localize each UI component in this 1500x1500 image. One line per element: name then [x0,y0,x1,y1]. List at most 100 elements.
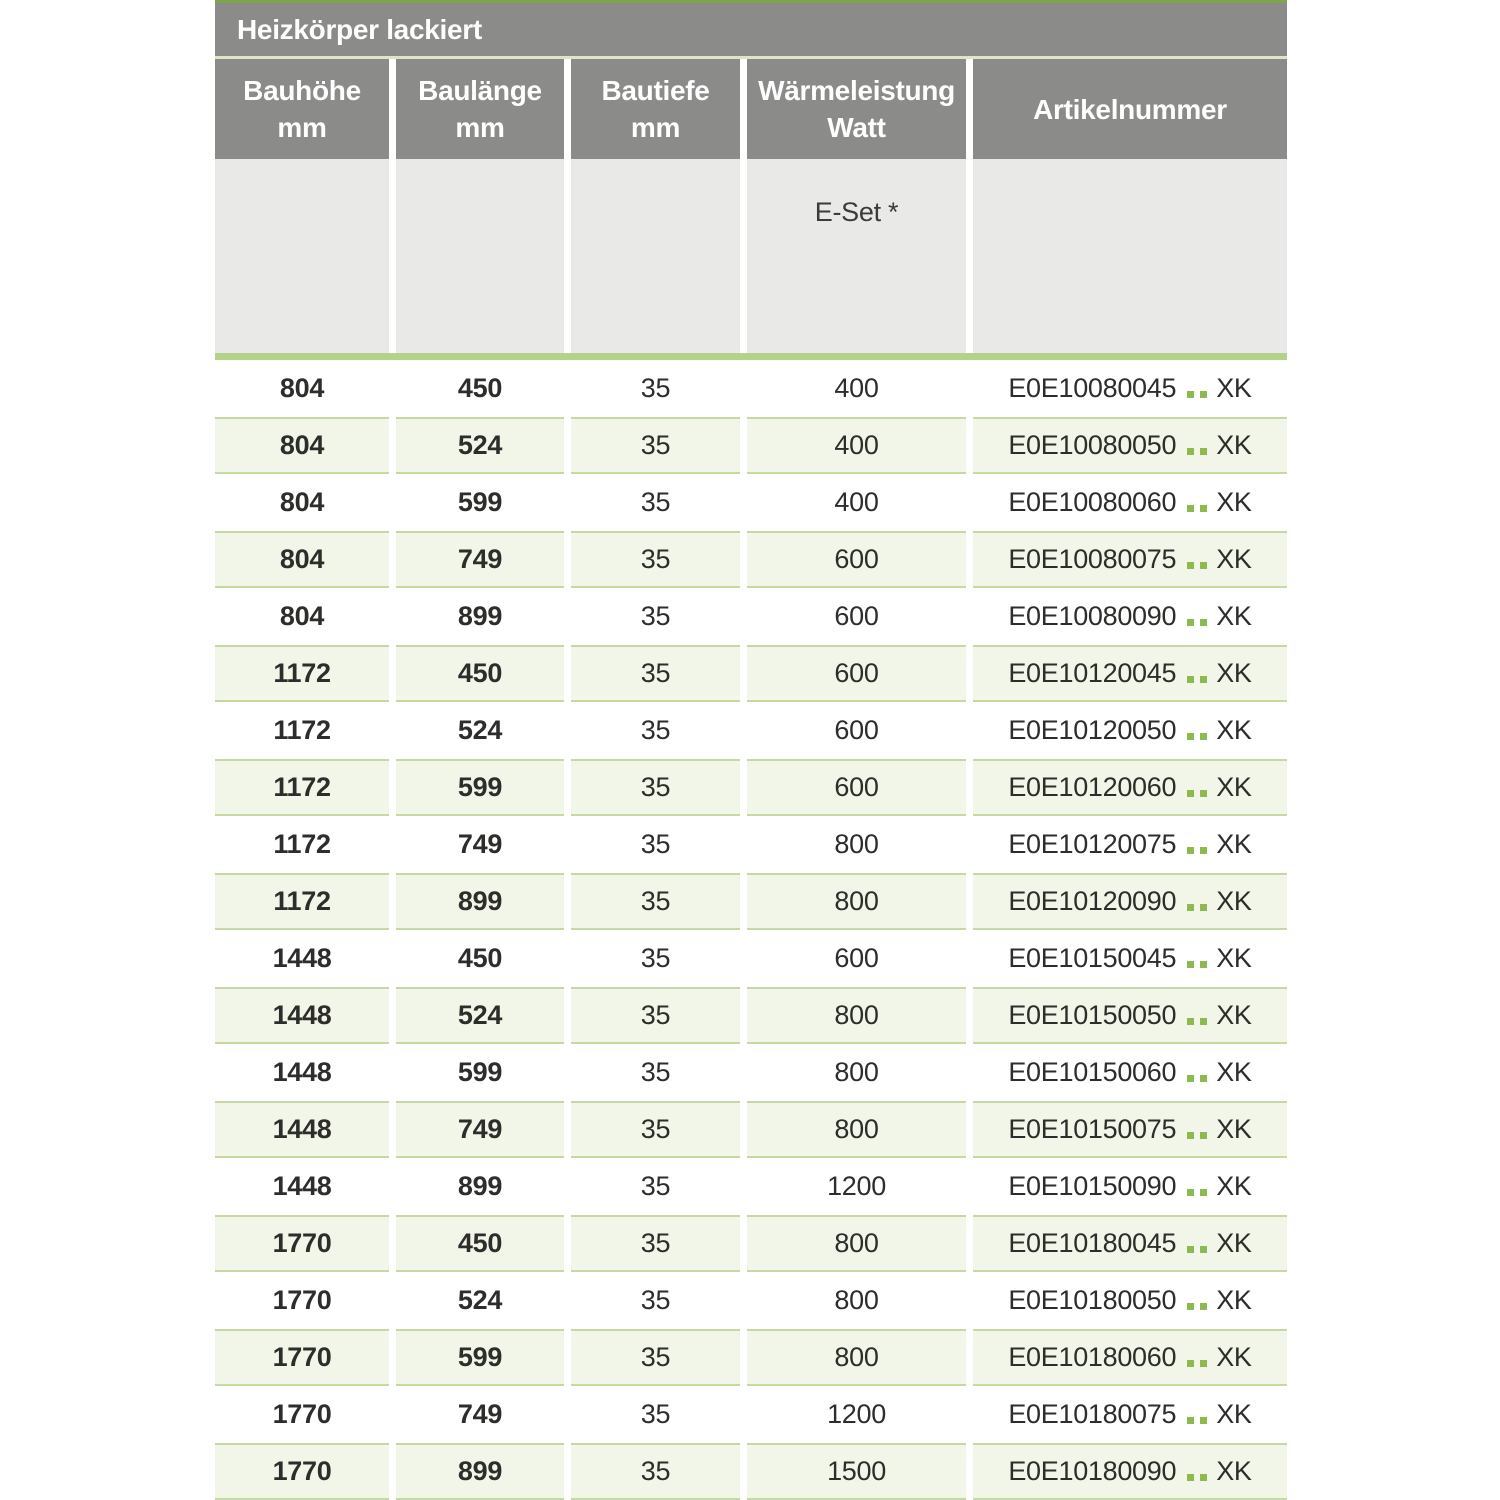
cell-artikelnummer: E0E10080060 XK [973,474,1287,531]
cell-watt: 600 [747,645,966,702]
column-header-bauhoehe-label: Bauhöhe [243,75,361,106]
column-header-baulaenge: Baulänge mm [396,59,564,159]
artikel-number: E0E10080045 XK [1008,373,1252,404]
subheader-cell-baulaenge [396,159,564,353]
cell-watt: 400 [747,417,966,474]
artikel-placeholder-dots [1187,1303,1208,1310]
cell-bauhoehe: 1172 [215,702,389,759]
cell-baulaenge: 450 [396,930,564,987]
green-dot-icon [1187,847,1195,854]
cell-bauhoehe: 1448 [215,1158,389,1215]
cell-baulaenge: 524 [396,417,564,474]
cell-artikelnummer: E0E10120075 XK [973,816,1287,873]
artikel-placeholder-dots [1187,505,1208,512]
artikel-prefix: E0E10180060 [1008,1342,1177,1372]
subheader-cell-artikelnummer [973,159,1287,353]
cell-watt: 1500 [747,1443,966,1500]
cell-bauhoehe: 804 [215,360,389,417]
cell-bauhoehe: 1770 [215,1386,389,1443]
cell-watt: 600 [747,930,966,987]
cell-bautiefe: 35 [571,873,740,930]
table-row: 1770 749 35 1200 E0E10180075 XK [215,1386,1287,1443]
cell-baulaenge: 749 [396,816,564,873]
column-header-baulaenge-unit: mm [455,112,505,143]
column-header-bautiefe: Bautiefe mm [571,59,740,159]
cell-watt: 800 [747,873,966,930]
green-dot-icon [1187,1018,1195,1025]
green-dot-icon [1200,391,1208,398]
cell-watt: 800 [747,1272,966,1329]
cell-artikelnummer: E0E10120060 XK [973,759,1287,816]
cell-artikelnummer: E0E10150045 XK [973,930,1287,987]
cell-baulaenge: 524 [396,987,564,1044]
cell-bauhoehe: 1770 [215,1215,389,1272]
cell-baulaenge: 599 [396,474,564,531]
artikel-number: E0E10080060 XK [1008,487,1252,518]
cell-artikelnummer: E0E10150060 XK [973,1044,1287,1101]
artikel-number: E0E10080050 XK [1008,430,1252,461]
cell-artikelnummer: E0E10150075 XK [973,1101,1287,1158]
green-dot-icon [1187,1132,1195,1139]
column-header-bautiefe-label: Bautiefe [601,75,710,106]
cell-bauhoehe: 804 [215,417,389,474]
cell-artikelnummer: E0E10150050 XK [973,987,1287,1044]
cell-baulaenge: 749 [396,1101,564,1158]
artikel-placeholder-dots [1187,448,1208,455]
table-row: 1448 450 35 600 E0E10150045 XK [215,930,1287,987]
cell-watt: 600 [747,588,966,645]
green-dot-icon [1200,448,1208,455]
cell-baulaenge: 599 [396,1329,564,1386]
cell-watt: 800 [747,1101,966,1158]
cell-bauhoehe: 1770 [215,1272,389,1329]
artikel-placeholder-dots [1187,1360,1208,1367]
cell-baulaenge: 450 [396,1215,564,1272]
green-dot-icon [1187,676,1195,683]
cell-bautiefe: 35 [571,417,740,474]
cell-watt: 1200 [747,1158,966,1215]
eset-note: E-Set * [814,197,899,227]
cell-bautiefe: 35 [571,702,740,759]
artikel-number: E0E10150060 XK [1008,1057,1252,1088]
cell-bautiefe: 35 [571,1272,740,1329]
table-body: 804 450 35 400 E0E10080045 XK 804 524 35… [215,360,1287,1500]
green-dot-icon [1200,1189,1208,1196]
artikel-suffix: XK [1216,829,1252,859]
artikel-suffix: XK [1216,1000,1252,1030]
green-dot-icon [1187,391,1195,398]
green-dot-icon [1200,1018,1208,1025]
cell-bautiefe: 35 [571,1386,740,1443]
artikel-prefix: E0E10180090 [1008,1456,1177,1486]
green-dot-icon [1187,562,1195,569]
artikel-prefix: E0E10180050 [1008,1285,1177,1315]
artikel-suffix: XK [1216,715,1252,745]
cell-bauhoehe: 1448 [215,1101,389,1158]
green-dot-icon [1200,904,1208,911]
cell-baulaenge: 899 [396,1158,564,1215]
green-dot-icon [1187,505,1195,512]
cell-baulaenge: 899 [396,588,564,645]
subheader-row: E-Set * [215,159,1287,353]
artikel-placeholder-dots [1187,1474,1208,1481]
section-divider-bar [215,353,1287,360]
cell-baulaenge: 749 [396,1386,564,1443]
cell-watt: 800 [747,987,966,1044]
artikel-placeholder-dots [1187,1075,1208,1082]
artikel-prefix: E0E10120090 [1008,886,1177,916]
table-row: 804 899 35 600 E0E10080090 XK [215,588,1287,645]
artikel-suffix: XK [1216,1399,1252,1429]
table-row: 804 450 35 400 E0E10080045 XK [215,360,1287,417]
green-dot-icon [1187,790,1195,797]
title-divider-line [215,56,1287,59]
artikel-suffix: XK [1216,1285,1252,1315]
table-row: 1448 599 35 800 E0E10150060 XK [215,1044,1287,1101]
green-dot-icon [1200,1075,1208,1082]
cell-bautiefe: 35 [571,360,740,417]
cell-bauhoehe: 1770 [215,1443,389,1500]
cell-artikelnummer: E0E10180075 XK [973,1386,1287,1443]
cell-bautiefe: 35 [571,1215,740,1272]
artikel-suffix: XK [1216,544,1252,574]
artikel-prefix: E0E10180075 [1008,1399,1177,1429]
cell-bautiefe: 35 [571,816,740,873]
cell-watt: 1200 [747,1386,966,1443]
